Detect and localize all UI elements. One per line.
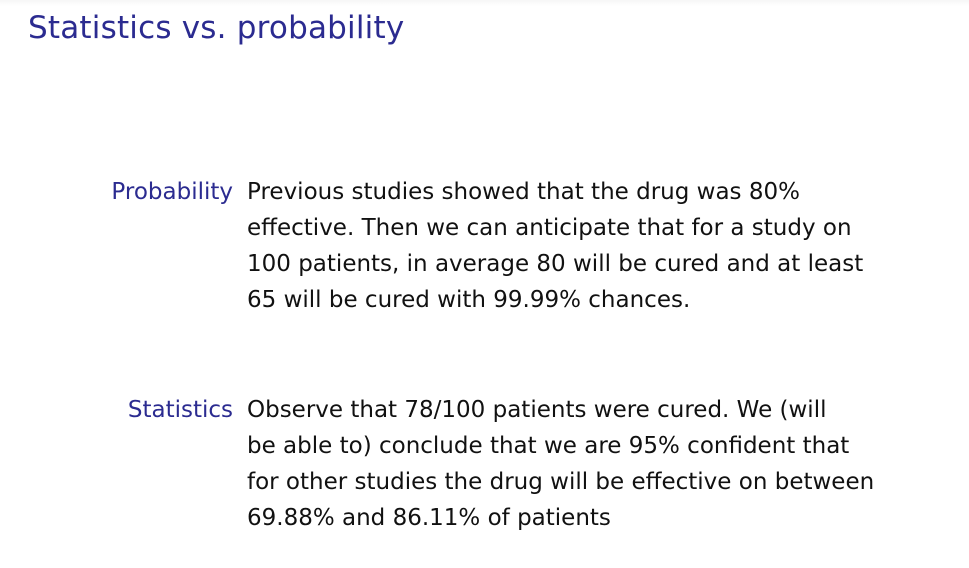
description-probability: Previous studies showed that the drug wa…: [247, 174, 912, 318]
description-line: for other studies the drug will be effec…: [247, 469, 875, 495]
description-line: 65 will be cured with 99.99% chances.: [247, 287, 691, 313]
term-statistics: Statistics: [127, 397, 233, 423]
description-line: 69.88% and 86.11% of patients: [247, 505, 611, 531]
description-line: Previous studies showed that the drug wa…: [247, 179, 800, 205]
description-line: effective. Then we can anticipate that f…: [247, 215, 852, 241]
description-line: be able to) conclude that we are 95% con…: [247, 433, 850, 459]
description-statistics: Observe that 78/100 patients were cured.…: [247, 392, 912, 536]
description-line: Observe that 78/100 patients were cured.…: [247, 397, 827, 423]
description-line: 100 patients, in average 80 will be cure…: [247, 251, 864, 277]
slide-title: Statistics vs. probability: [28, 10, 405, 46]
term-probability: Probability: [111, 179, 233, 205]
